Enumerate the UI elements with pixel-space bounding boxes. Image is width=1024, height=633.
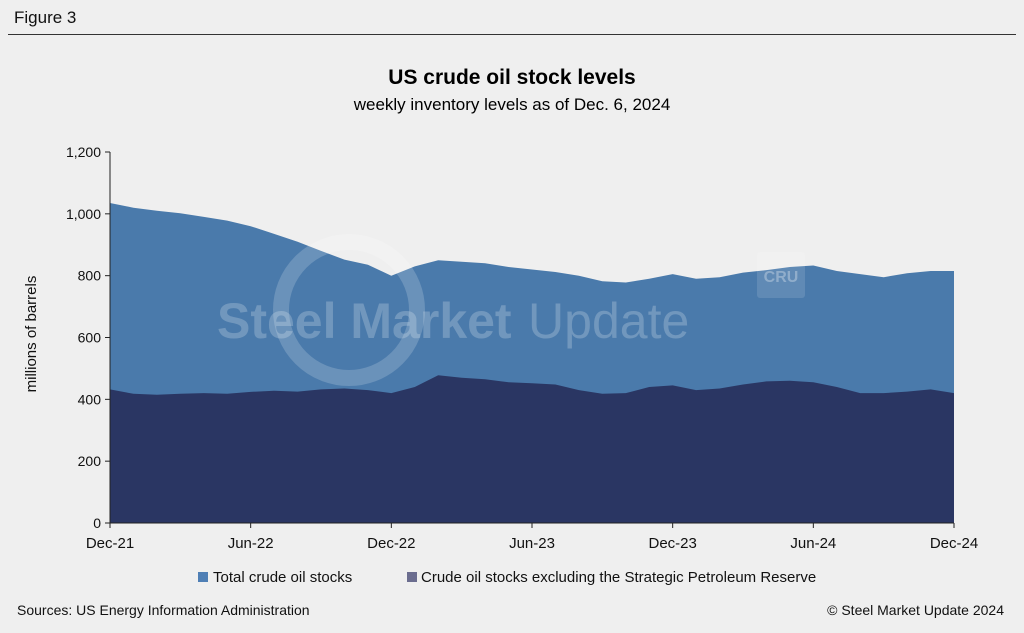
x-tick-label: Dec-22 <box>367 535 415 552</box>
figure-label: Figure 3 <box>14 8 77 27</box>
y-tick-label: 1,200 <box>66 144 101 160</box>
chart-panel: US crude oil stock levels weekly invento… <box>9 42 1015 628</box>
legend-label-excl-spr: Crude oil stocks excluding the Strategic… <box>421 569 816 586</box>
series-areas <box>110 203 954 523</box>
x-tick-label: Jun-22 <box>228 535 274 552</box>
x-tick-label: Jun-24 <box>790 535 836 552</box>
watermark-ring-icon <box>273 234 425 386</box>
y-tick-label: 1,000 <box>66 206 101 222</box>
chart-title: US crude oil stock levels <box>388 66 635 89</box>
footer-sources: Sources: US Energy Information Administr… <box>17 602 310 618</box>
chart-subtitle: weekly inventory levels as of Dec. 6, 20… <box>353 95 671 114</box>
legend-swatch-total <box>198 572 208 582</box>
watermark: Steel Market Update CRU <box>217 234 805 386</box>
legend: Total crude oil stocks Crude oil stocks … <box>198 569 816 586</box>
chart-svg: US crude oil stock levels weekly invento… <box>17 66 1004 618</box>
footer-copyright: © Steel Market Update 2024 <box>827 602 1004 618</box>
watermark-text: Steel Market Update <box>217 293 689 349</box>
x-tick-label: Jun-23 <box>509 535 555 552</box>
x-tick-label: Dec-23 <box>648 535 696 552</box>
x-tick-label: Dec-24 <box>930 535 978 552</box>
watermark-badge-box <box>757 252 805 298</box>
watermark-badge: CRU <box>764 269 799 286</box>
watermark-brand-light: Update <box>528 293 689 349</box>
area-excl-spr <box>110 375 954 523</box>
y-axis-label: millions of barrels <box>23 276 40 393</box>
y-tick-label: 600 <box>78 330 102 346</box>
axes: 0 200 400 600 800 1,000 1,200 Dec-21 Jun-22 Dec-2… <box>66 144 978 552</box>
y-tick-label: 0 <box>93 515 101 531</box>
legend-swatch-excl-spr <box>407 572 417 582</box>
x-tick-label: Dec-21 <box>86 535 134 552</box>
legend-label-total: Total crude oil stocks <box>213 569 352 586</box>
y-tick-label: 800 <box>78 268 102 284</box>
y-tick-label: 400 <box>78 391 102 407</box>
y-tick-label: 200 <box>78 453 102 469</box>
watermark-brand-bold: Steel Market <box>217 293 512 349</box>
top-rule <box>8 34 1016 35</box>
